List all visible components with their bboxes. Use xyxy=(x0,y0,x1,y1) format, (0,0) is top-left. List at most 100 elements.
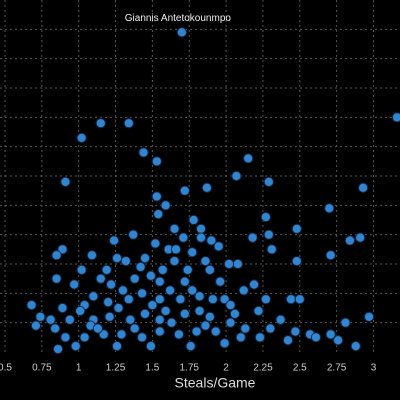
data-point xyxy=(79,332,90,343)
data-point xyxy=(194,291,205,302)
x-tick-label: 2.5 xyxy=(293,363,307,374)
data-point xyxy=(120,255,131,267)
data-point xyxy=(57,302,68,314)
data-point xyxy=(173,329,185,340)
data-point xyxy=(358,182,369,193)
data-point xyxy=(235,332,246,343)
data-point xyxy=(206,235,217,246)
data-point xyxy=(60,176,71,187)
data-point xyxy=(139,253,151,264)
data-point xyxy=(35,311,46,322)
annotation: Giannis Antetokounmpo xyxy=(125,13,232,24)
data-point xyxy=(213,241,224,252)
data-point xyxy=(111,341,123,352)
data-point xyxy=(106,279,117,290)
x-tick-label: 0.5 xyxy=(0,363,12,374)
data-point xyxy=(291,223,302,234)
data-point xyxy=(182,264,193,275)
data-point xyxy=(240,323,251,334)
data-point xyxy=(344,235,355,246)
data-point xyxy=(179,276,190,287)
data-point xyxy=(64,314,75,325)
data-point xyxy=(101,264,112,275)
data-point xyxy=(113,302,124,314)
data-point xyxy=(164,285,176,296)
data-point xyxy=(123,294,134,305)
data-point xyxy=(95,273,106,284)
data-point xyxy=(363,311,375,322)
data-point xyxy=(95,118,106,129)
data-point xyxy=(325,250,336,261)
data-point xyxy=(154,276,165,287)
data-point xyxy=(76,264,87,275)
x-tick-label: 1.75 xyxy=(180,363,200,374)
data-point xyxy=(263,229,274,240)
data-point xyxy=(215,276,226,287)
data-point xyxy=(51,250,62,261)
data-point xyxy=(254,332,266,343)
data-point xyxy=(229,308,241,319)
data-point xyxy=(160,200,171,211)
data-point xyxy=(223,258,235,270)
data-point xyxy=(147,299,158,311)
data-point xyxy=(103,297,114,308)
data-point xyxy=(325,329,336,340)
data-point xyxy=(243,153,254,164)
data-point xyxy=(60,332,71,343)
data-point xyxy=(238,285,249,296)
x-tick-label: 3 xyxy=(371,363,377,374)
data-point xyxy=(291,255,302,267)
data-point xyxy=(70,341,81,352)
data-point xyxy=(275,314,286,325)
data-point xyxy=(219,338,230,349)
data-point xyxy=(75,305,86,317)
data-point xyxy=(170,244,182,255)
data-point xyxy=(26,299,37,311)
data-point xyxy=(69,279,80,290)
data-point xyxy=(391,112,400,123)
data-point xyxy=(248,279,260,290)
data-point xyxy=(340,317,351,328)
data-point xyxy=(332,335,344,346)
data-point xyxy=(179,185,190,196)
data-point xyxy=(92,323,103,334)
data-point xyxy=(260,294,271,305)
data-point xyxy=(123,118,134,129)
data-point xyxy=(194,305,205,317)
data-point xyxy=(324,203,335,214)
data-point xyxy=(355,232,366,243)
data-point xyxy=(225,299,236,311)
data-point xyxy=(128,229,139,240)
data-point xyxy=(178,232,189,243)
x-tick-label: 2 xyxy=(223,363,229,374)
data-point xyxy=(136,288,148,299)
data-point xyxy=(154,314,165,325)
x-tick-label: 0.75 xyxy=(32,363,52,374)
data-point xyxy=(188,214,199,226)
data-point xyxy=(266,244,277,255)
data-point xyxy=(263,176,274,187)
data-point xyxy=(88,291,99,302)
data-point xyxy=(231,170,242,182)
x-tick-label: 2.25 xyxy=(253,363,273,374)
data-point xyxy=(175,294,186,305)
data-point xyxy=(157,264,168,275)
data-point xyxy=(225,317,236,328)
data-point xyxy=(204,264,215,275)
data-point xyxy=(187,285,198,296)
data-point xyxy=(145,270,157,281)
data-point xyxy=(52,343,64,355)
data-point xyxy=(129,323,140,334)
data-point xyxy=(136,332,148,343)
data-point xyxy=(195,223,207,234)
data-point xyxy=(294,294,305,305)
data-point xyxy=(111,253,123,264)
data-point xyxy=(116,329,127,340)
data-point xyxy=(310,332,322,343)
x-tick-label: 1.5 xyxy=(145,363,159,374)
data-point xyxy=(191,326,202,337)
data-point xyxy=(350,341,361,352)
data-point xyxy=(51,273,62,284)
data-point xyxy=(232,258,243,270)
